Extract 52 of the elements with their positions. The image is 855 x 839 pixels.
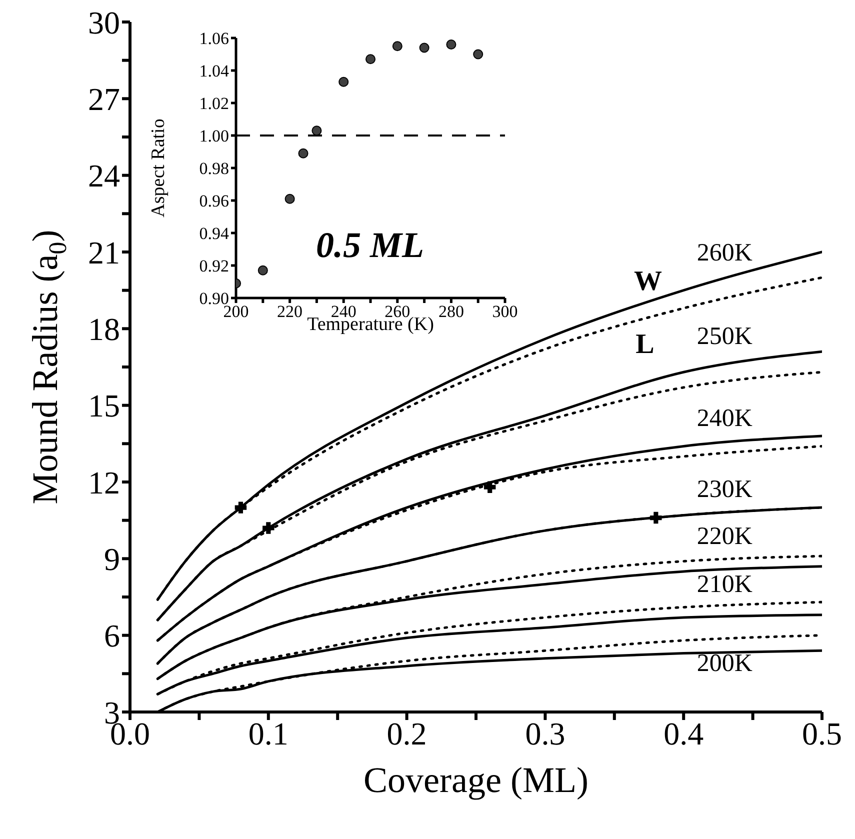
point (392, 41, 402, 52)
y-tick-label: 0.98 (199, 159, 229, 178)
y-tick-label: 27 (88, 81, 120, 118)
point (650, 512, 662, 524)
annotation: W (634, 266, 662, 297)
series-label: 240K (696, 405, 752, 432)
point (484, 481, 496, 493)
y-tick-label: 0.96 (199, 192, 229, 211)
y-tick-label: 0.92 (199, 256, 229, 276)
point (234, 502, 247, 514)
y-tick-label: 0.94 (199, 224, 230, 244)
series-label: 220K (696, 523, 752, 550)
point (312, 126, 322, 136)
x-tick-label: 280 (438, 302, 464, 322)
point (365, 54, 376, 64)
y-tick-label: 30 (88, 4, 120, 40)
x-tick-label: 0.2 (386, 716, 427, 752)
y-tick-label: 21 (88, 234, 120, 270)
series-label: 210K (696, 571, 752, 598)
point (338, 76, 349, 87)
y-tick-label: 1.04 (199, 62, 230, 81)
y-tick-label: 6 (104, 618, 120, 654)
series-label: 250K (696, 323, 752, 350)
point (473, 49, 484, 60)
series-label: 260K (696, 239, 752, 266)
point (258, 265, 268, 276)
y-axis-title: Aspect Ratio (148, 118, 168, 218)
y-tick-label: 1.02 (199, 94, 229, 114)
y-tick-label: 15 (88, 388, 120, 424)
x-tick-label: 0.3 (525, 716, 566, 752)
y-tick-label: 1.00 (199, 126, 229, 146)
x-tick-label: 260 (384, 302, 410, 322)
point (284, 194, 295, 204)
series-label: 200K (696, 650, 752, 678)
x-tick-label: 220 (277, 302, 303, 322)
x-axis-title: Coverage (ML) (364, 760, 588, 800)
annotation: 0.5 ML (316, 225, 424, 265)
y-tick-label: 1.06 (199, 29, 229, 48)
x-tick-label: 0.1 (248, 716, 288, 752)
x-tick-label: 300 (492, 302, 518, 322)
x-tick-label: 0.5 (802, 716, 842, 752)
x-tick-label: 0.4 (664, 716, 704, 752)
point (262, 522, 274, 534)
point (446, 39, 456, 50)
annotation: L (636, 329, 654, 360)
point (419, 42, 430, 53)
y-tick-label: 9 (104, 541, 120, 578)
series-label: 230K (696, 476, 752, 504)
y-tick-label: 18 (88, 311, 120, 348)
point (298, 148, 308, 158)
y-tick-label: 12 (88, 464, 120, 500)
y-tick-label: 24 (88, 158, 120, 194)
